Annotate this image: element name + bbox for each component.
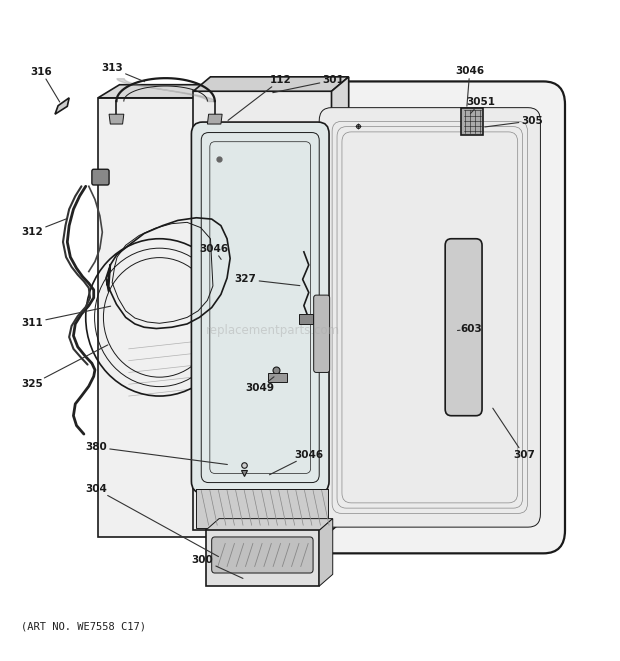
Polygon shape — [197, 489, 329, 528]
Text: (ART NO. WE7558 C17): (ART NO. WE7558 C17) — [21, 622, 146, 632]
Text: 327: 327 — [234, 274, 300, 286]
FancyBboxPatch shape — [445, 239, 482, 416]
Polygon shape — [55, 98, 69, 114]
Polygon shape — [299, 314, 313, 324]
Polygon shape — [206, 530, 319, 586]
FancyBboxPatch shape — [319, 108, 541, 527]
Text: 313: 313 — [101, 63, 144, 82]
Polygon shape — [193, 91, 332, 530]
FancyBboxPatch shape — [461, 108, 483, 136]
Text: 3046: 3046 — [455, 66, 484, 106]
Text: 300: 300 — [192, 555, 243, 578]
Text: 307: 307 — [493, 408, 535, 460]
Text: 301: 301 — [273, 75, 344, 93]
Text: 316: 316 — [30, 67, 60, 102]
Text: 380: 380 — [86, 442, 228, 465]
Polygon shape — [193, 77, 348, 91]
Text: 312: 312 — [22, 219, 66, 237]
Text: 3049: 3049 — [245, 377, 274, 393]
Text: 3046: 3046 — [270, 450, 324, 475]
FancyBboxPatch shape — [294, 81, 565, 553]
FancyBboxPatch shape — [192, 122, 329, 493]
FancyBboxPatch shape — [92, 169, 109, 185]
Polygon shape — [332, 77, 348, 530]
Text: 304: 304 — [85, 484, 218, 557]
Text: 305: 305 — [485, 116, 543, 127]
Text: 311: 311 — [22, 306, 110, 328]
Polygon shape — [268, 373, 286, 381]
Text: 603: 603 — [458, 324, 482, 334]
FancyBboxPatch shape — [211, 537, 313, 573]
FancyBboxPatch shape — [314, 295, 330, 372]
Polygon shape — [319, 519, 333, 586]
Text: 3051: 3051 — [466, 97, 495, 114]
Polygon shape — [206, 519, 333, 530]
Text: replacementparts.com: replacementparts.com — [206, 324, 340, 337]
Polygon shape — [207, 114, 222, 124]
Text: 3046: 3046 — [199, 243, 228, 259]
Text: 112: 112 — [228, 75, 291, 120]
Polygon shape — [239, 85, 261, 537]
Polygon shape — [98, 98, 239, 537]
Polygon shape — [109, 114, 124, 124]
Polygon shape — [98, 85, 261, 98]
Text: 325: 325 — [22, 345, 108, 389]
